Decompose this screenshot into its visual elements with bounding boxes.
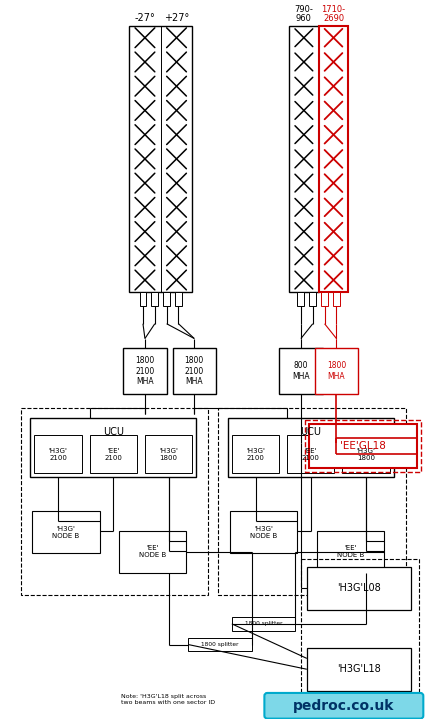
Bar xyxy=(139,292,146,306)
Text: UCU: UCU xyxy=(103,428,124,437)
Bar xyxy=(289,26,319,292)
Bar xyxy=(33,511,99,553)
Text: 'H3G'
1800: 'H3G' 1800 xyxy=(159,448,178,461)
Text: Note: 'H3G'L18 split across
two beams with one sector ID: Note: 'H3G'L18 split across two beams wi… xyxy=(121,693,215,705)
Bar xyxy=(230,511,297,553)
Text: 1800
2100
MHA: 1800 2100 MHA xyxy=(185,356,204,386)
Bar xyxy=(145,436,192,473)
Bar xyxy=(307,567,411,610)
Bar xyxy=(228,418,394,477)
Bar xyxy=(342,436,390,473)
FancyBboxPatch shape xyxy=(264,693,423,719)
Bar xyxy=(151,292,158,306)
Bar xyxy=(333,292,340,306)
Text: 'H3G'L18: 'H3G'L18 xyxy=(337,665,381,674)
Text: 'H3G'
NODE B: 'H3G' NODE B xyxy=(250,526,277,539)
Text: 'H3G'L08: 'H3G'L08 xyxy=(337,583,381,593)
Bar xyxy=(307,647,411,691)
Text: -27°: -27° xyxy=(135,13,155,22)
Bar xyxy=(34,436,82,473)
Bar xyxy=(309,424,418,468)
Text: 'H3G'
2100: 'H3G' 2100 xyxy=(246,448,265,461)
Bar xyxy=(317,531,384,572)
Text: pedroc.co.uk: pedroc.co.uk xyxy=(293,699,395,713)
Bar xyxy=(218,408,405,595)
Bar xyxy=(123,348,167,394)
Bar xyxy=(129,26,192,292)
Text: 1800 splitter: 1800 splitter xyxy=(245,621,282,626)
Bar xyxy=(297,292,304,306)
Bar xyxy=(20,408,208,595)
Bar xyxy=(279,348,322,394)
Bar xyxy=(301,559,419,705)
Bar xyxy=(175,292,182,306)
Bar xyxy=(119,531,186,572)
Text: 800
MHA: 800 MHA xyxy=(292,361,310,381)
Text: 1800 splitter: 1800 splitter xyxy=(201,642,239,647)
Bar xyxy=(232,617,295,631)
Text: 'EE'
NODE B: 'EE' NODE B xyxy=(337,545,364,558)
Text: 'H3G'
1800: 'H3G' 1800 xyxy=(357,448,375,461)
Text: 1710-
2690: 1710- 2690 xyxy=(322,4,345,22)
Text: 790-
960: 790- 960 xyxy=(294,4,313,22)
Bar xyxy=(321,292,328,306)
Bar xyxy=(163,292,170,306)
Bar xyxy=(319,26,349,292)
Bar xyxy=(305,420,421,472)
Text: +27°: +27° xyxy=(164,13,189,22)
Bar xyxy=(30,418,196,477)
Bar xyxy=(287,436,335,473)
Bar xyxy=(232,436,279,473)
Bar xyxy=(309,292,316,306)
Text: 'EE'
2100: 'EE' 2100 xyxy=(302,448,320,461)
Bar xyxy=(90,436,137,473)
Text: 'EE'
2100: 'EE' 2100 xyxy=(105,448,122,461)
Bar xyxy=(173,348,216,394)
Text: 'H3G'
2100: 'H3G' 2100 xyxy=(49,448,68,461)
Bar xyxy=(188,638,252,652)
Text: 1800
MHA: 1800 MHA xyxy=(327,361,346,381)
Text: 'H3G'
NODE B: 'H3G' NODE B xyxy=(53,526,79,539)
Text: 1800
2100
MHA: 1800 2100 MHA xyxy=(135,356,155,386)
Text: UCU: UCU xyxy=(300,428,321,437)
Text: 'EE'GL18: 'EE'GL18 xyxy=(340,441,386,451)
Bar xyxy=(315,348,358,394)
Text: 'EE'
NODE B: 'EE' NODE B xyxy=(139,545,167,558)
